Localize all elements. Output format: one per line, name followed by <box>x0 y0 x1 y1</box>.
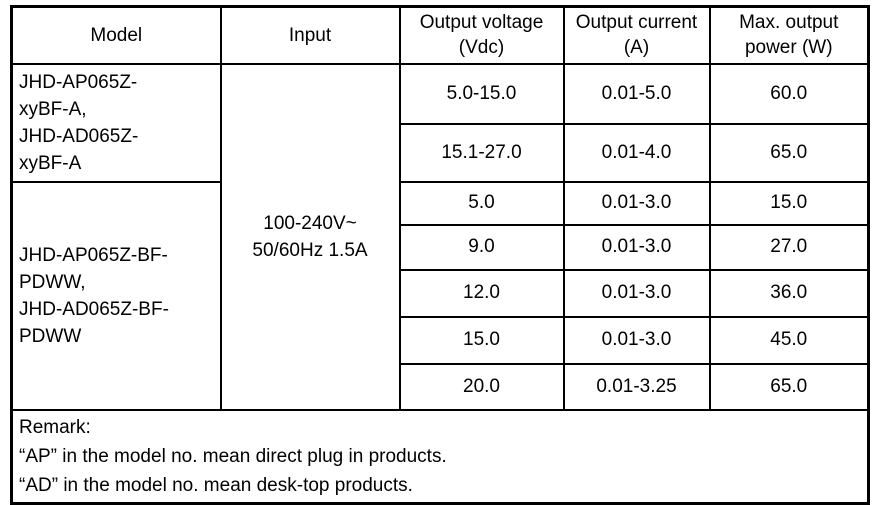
voltage-cell: 15.1-27.0 <box>398 122 565 183</box>
model-line: PDWW <box>19 325 82 347</box>
power-cell: 15.0 <box>708 180 870 226</box>
current-cell: 0.01-3.0 <box>562 268 711 318</box>
model-line: JHD-AD065Z-BF- <box>19 298 169 320</box>
current-cell: 0.01-3.0 <box>562 223 711 271</box>
model-line: JHD-AP065Z- <box>19 71 138 93</box>
remark-line: “AD” in the model no. mean desk-top prod… <box>19 474 413 496</box>
voltage-cell: 5.0-15.0 <box>398 62 565 125</box>
input-line: 50/60Hz 1.5A <box>252 239 368 261</box>
power-cell: 45.0 <box>708 315 870 365</box>
header-output-current: Output current (A) <box>562 5 711 65</box>
power-cell: 36.0 <box>708 268 870 318</box>
table-row: 15.1-27.0 0.01-4.0 65.0 <box>12 122 870 183</box>
power-cell: 60.0 <box>708 62 870 125</box>
current-cell: 0.01-3.25 <box>562 362 711 411</box>
remark-line: “AP” in the model no. mean direct plug i… <box>19 445 447 467</box>
power-cell: 27.0 <box>708 223 870 271</box>
voltage-cell: 15.0 <box>398 315 565 365</box>
model-line: PDWW, <box>19 271 86 293</box>
current-cell: 0.01-3.0 <box>562 315 711 365</box>
remark-title: Remark: <box>19 416 91 438</box>
header-row: Model Input Output voltage (Vdc) Output … <box>10 5 870 65</box>
table-row: JHD-AP065Z-BF- PDWW, JHD-AD065Z-BF- PDWW… <box>10 180 870 411</box>
header-output-voltage: Output voltage (Vdc) <box>398 5 565 65</box>
current-cell: 0.01-3.0 <box>562 180 711 226</box>
model-line: xyBF-A <box>19 152 82 174</box>
model-cell-group1: JHD-AP065Z- xyBF-A, JHD-AD065Z- xyBF-A <box>10 62 222 183</box>
remark-row: Remark: “AP” in the model no. mean direc… <box>10 408 870 504</box>
voltage-cell: 9.0 <box>398 223 565 271</box>
header-model: Model <box>10 5 222 65</box>
power-cell: 65.0 <box>708 122 870 183</box>
input-line: 100-240V~ <box>263 212 357 234</box>
table-row: 9.0 0.01-3.0 27.0 <box>12 223 870 271</box>
model-line: JHD-AD065Z- <box>19 125 139 147</box>
voltage-cell: 20.0 <box>398 362 565 411</box>
voltage-cell: 5.0 <box>398 180 565 226</box>
voltage-cell: 12.0 <box>398 268 565 318</box>
power-cell: 65.0 <box>708 362 870 411</box>
table-row: JHD-AP065Z- xyBF-A, JHD-AD065Z- xyBF-A 1… <box>10 62 870 411</box>
current-cell: 0.01-5.0 <box>562 62 711 125</box>
table-row: 12.0 0.01-3.0 36.0 <box>12 268 870 318</box>
table-row: 15.0 0.01-3.0 45.0 <box>12 315 870 365</box>
model-line: JHD-AP065Z-BF- <box>19 244 168 266</box>
spec-table: Model Input Output voltage (Vdc) Output … <box>10 5 870 505</box>
remark-cell: Remark: “AP” in the model no. mean direc… <box>10 408 870 504</box>
table-row: 20.0 0.01-3.25 65.0 <box>12 362 870 411</box>
model-cell-group2: JHD-AP065Z-BF- PDWW, JHD-AD065Z-BF- PDWW <box>10 180 222 411</box>
model-line: xyBF-A, <box>19 98 87 120</box>
header-input: Input <box>219 5 401 65</box>
header-max-output-power: Max. output power (W) <box>708 5 870 65</box>
input-cell: 100-240V~ 50/60Hz 1.5A <box>219 62 401 411</box>
current-cell: 0.01-4.0 <box>562 122 711 183</box>
